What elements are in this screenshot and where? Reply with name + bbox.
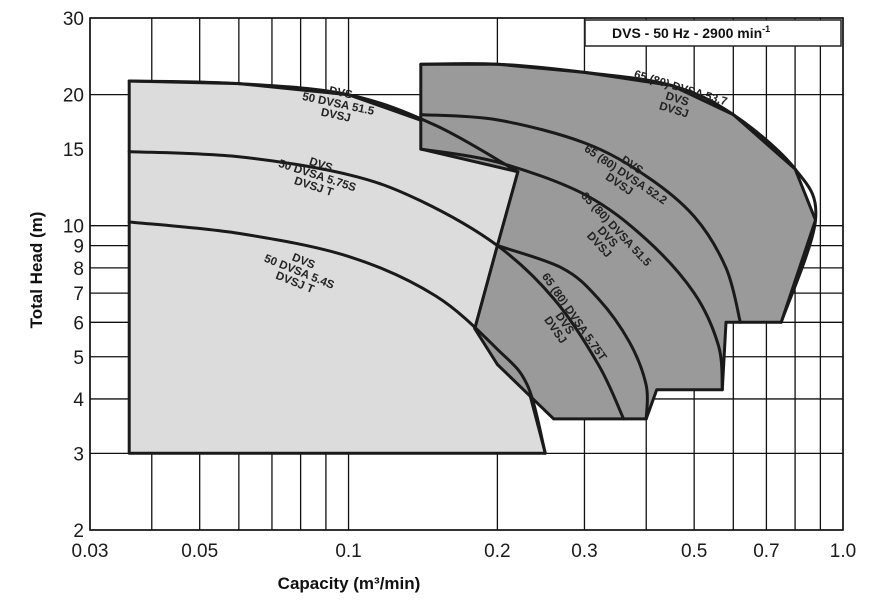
y-tick-label: 3 xyxy=(73,444,84,465)
plot-frame xyxy=(89,17,844,531)
title-superscript: -1 xyxy=(762,24,770,34)
performance-curves xyxy=(127,62,818,455)
y-tick-label: 4 xyxy=(73,390,84,411)
y-tick-label: 10 xyxy=(63,217,84,238)
y-tick-label: 8 xyxy=(73,259,84,280)
x-tick-label: 0.5 xyxy=(681,541,707,562)
x-tick-label: 0.7 xyxy=(753,541,779,562)
y-tick-label: 30 xyxy=(63,9,84,30)
chart-title: DVS - 50 Hz - 2900 min-1 xyxy=(612,24,770,41)
performance-regions xyxy=(127,62,817,455)
y-tick-label: 9 xyxy=(73,237,84,258)
x-tick-label: 0.03 xyxy=(72,541,109,562)
x-tick-label: 0.05 xyxy=(181,541,218,562)
x-tick-label: 0.3 xyxy=(571,541,597,562)
x-tick-label: 0.2 xyxy=(484,541,510,562)
curve-2 xyxy=(127,220,547,455)
curve-4 xyxy=(419,113,742,324)
y-tick-label: 2 xyxy=(73,521,84,542)
x-axis-label: Capacity (m³/min) xyxy=(278,574,421,593)
y-tick-label: 5 xyxy=(73,348,84,369)
y-tick-label: 15 xyxy=(63,140,84,161)
curve-3 xyxy=(419,62,818,324)
y-tick-label: 7 xyxy=(73,284,84,305)
x-tick-label: 1.0 xyxy=(830,541,856,562)
y-tick-label: 6 xyxy=(73,313,84,334)
chart-title-box: DVS - 50 Hz - 2900 min-1 xyxy=(584,19,842,47)
curve-0 xyxy=(127,79,520,174)
curve-label-line: DVS xyxy=(328,85,354,102)
curve-1 xyxy=(127,150,626,421)
y-tick-label: 20 xyxy=(63,86,84,107)
curve-5 xyxy=(419,147,724,392)
y-axis-label: Total Head (m) xyxy=(27,212,46,329)
curve-6 xyxy=(495,244,649,421)
x-tick-label: 0.1 xyxy=(335,541,361,562)
